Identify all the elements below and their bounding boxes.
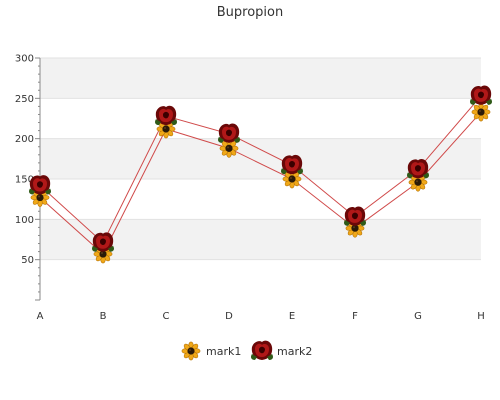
rose-icon xyxy=(155,105,177,126)
rose-icon xyxy=(281,154,303,175)
x-tick-label: E xyxy=(289,311,295,322)
y-tick-label: 50 xyxy=(21,255,34,266)
legend-sunflower-icon xyxy=(181,341,201,361)
series-line-mark2 xyxy=(39,95,482,244)
legend-label: mark1 xyxy=(206,345,241,358)
rose-icon xyxy=(29,175,51,195)
legend-label: mark2 xyxy=(277,345,312,358)
y-tick-label: 100 xyxy=(15,215,34,226)
x-tick-label: A xyxy=(37,311,44,322)
x-tick-label: C xyxy=(163,311,170,322)
legend-rose-icon xyxy=(251,340,273,360)
grid-lines xyxy=(40,57,481,261)
rose-icon xyxy=(218,123,240,143)
y-tick-label: 200 xyxy=(15,134,34,145)
series-line-mark1 xyxy=(39,111,482,255)
y-tick-label: 150 xyxy=(15,175,34,186)
rose-icon xyxy=(344,206,366,226)
x-tick-label: F xyxy=(352,311,358,322)
grid-band xyxy=(40,219,481,260)
grid-band xyxy=(40,138,481,179)
y-tick-label: 250 xyxy=(15,94,34,105)
x-tick-label: D xyxy=(225,311,233,322)
x-axis: A B C D E F G H xyxy=(37,311,485,322)
y-tick-label: 300 xyxy=(15,54,34,65)
chart-title: Bupropion xyxy=(217,5,283,20)
sunflower-icon xyxy=(471,102,491,122)
rose-icon xyxy=(407,158,429,179)
grid-band xyxy=(40,58,481,99)
legend: mark1 mark2 xyxy=(181,340,312,361)
x-tick-label: B xyxy=(100,311,107,322)
grid-bands xyxy=(40,58,481,260)
x-tick-label: G xyxy=(414,311,422,322)
rose-icon xyxy=(92,232,114,252)
x-tick-label: H xyxy=(477,311,485,322)
series-lines xyxy=(39,95,482,255)
rose-icon xyxy=(470,85,492,105)
